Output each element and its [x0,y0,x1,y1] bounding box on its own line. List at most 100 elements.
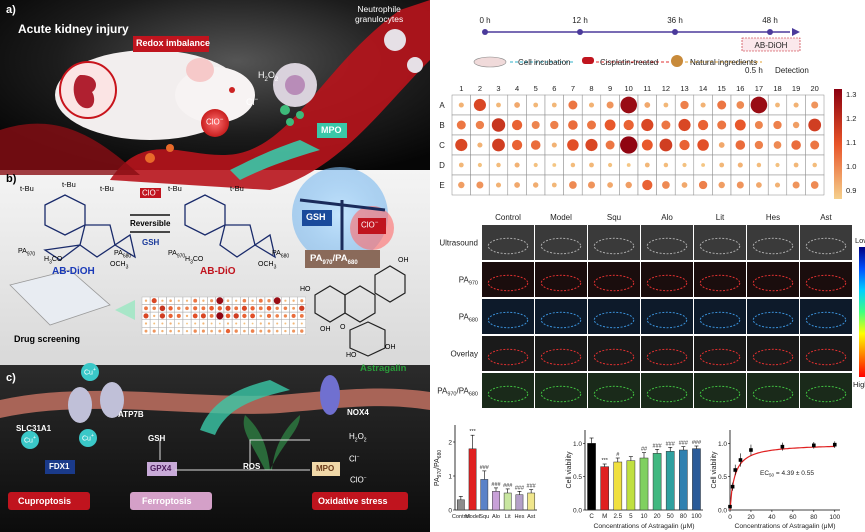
mini-heatmap-dot [243,322,246,325]
imaging-tile [482,225,534,260]
imaging-tile [482,299,534,334]
heatmap-dot [750,96,768,114]
imaging-roi-outline [805,237,847,255]
fdx1-box [45,460,75,474]
imaging-roi-outline [646,237,688,255]
heatmap-dot [620,96,638,114]
imaging-tile [694,373,746,408]
heatmap-dot [589,162,594,168]
colorbar-tick-label: 1.0 [846,162,856,171]
heatmap-dot [551,142,557,148]
mini-heatmap-dot [266,306,272,311]
heatmap-col-label: 7 [571,84,575,93]
mini-heatmap-dot [242,313,247,319]
heatmap-col-label: 10 [625,84,633,93]
chart-x-tick-label: C [589,513,594,520]
mini-heatmap-dot [144,329,148,333]
mini-heatmap-dot [169,329,172,333]
imaging-roi-outline [646,274,688,292]
ros-label: ROS [243,462,261,471]
mini-heatmap-dot [225,328,231,334]
probe-label: AB-DiOH [755,41,788,50]
heatmap-dot [458,181,465,189]
imaging-row-label: PA970/PA680 [437,387,478,398]
cu-ion-icon [79,429,97,447]
oxidative-badge-bg [312,492,408,510]
pa970-label: PA970 [168,250,186,260]
heatmap-col-label: 1 [459,84,463,93]
mpo-label-a: MPO [321,125,342,135]
mini-heatmap-dot [218,329,222,333]
heatmap-dot [663,162,669,168]
heatmap-dot [552,163,557,167]
timeline-time-label: 48 h [762,16,778,25]
heatmap-dot [476,181,484,189]
heatmap-dot [773,141,782,149]
mini-heatmap-dot [169,299,172,302]
oxidative-badge: Oxidative stress [318,496,388,506]
heatmap-dot [792,181,800,189]
heatmap-dot [718,142,725,148]
chart-significance-label: ### [692,440,702,446]
slc31a1-transporter [68,387,92,423]
mini-heatmap-dot [201,329,205,333]
mini-heatmap-dot [226,299,230,302]
heatmap-dot [514,102,520,108]
chart-y-tick-label: 1 [448,474,452,481]
heatmap-dot [810,181,819,189]
drug-screening-label: Drug screening [14,334,81,344]
heatmap-col-label: 14 [699,84,707,93]
mini-heatmap-dot [300,329,304,333]
mini-heatmap-dot [217,306,222,311]
imaging-tile [694,225,746,260]
gsh-weight [302,210,332,226]
heatmap-dot [756,182,762,188]
heatmap-dot [717,100,727,110]
screening-arrow [115,300,135,320]
imaging-tile [535,262,587,297]
timeline-tick [672,29,678,35]
probe-badge [741,37,801,52]
imaging-roi-outline [699,274,741,292]
mini-heatmap-dot [216,312,224,320]
chart-x-tick-label: 60 [789,514,797,521]
timeline-time-label: 12 h [572,16,588,25]
mini-heatmap-dot [284,322,287,325]
reversible-label: Reversible [130,219,171,228]
heatmap-col-label: 16 [736,84,744,93]
astragalin-molecule [314,265,406,357]
heatmap-dot [533,162,538,168]
mini-heatmap-dot [169,322,172,325]
cl-label-c: Cl− [349,454,360,464]
cuproptosis-badge-bg [8,492,90,510]
chart-x-tick-label: Alo [492,514,500,520]
ab-dio-molecule [184,194,276,259]
chart-significance-label: ### [679,441,689,447]
heatmap-row-label: E [439,181,444,190]
imaging-group-label: Ast [820,213,832,222]
mini-heatmap-dot [216,297,224,305]
cu-ion-icon [81,363,99,381]
oh-label: OH [320,326,331,333]
chart-data-point [749,448,753,452]
step-label-cisplatin: Cisplatin-treated [600,58,658,67]
imaging-tile [641,373,693,408]
imaging-roi-outline [805,385,847,403]
imaging-roi-outline [699,311,741,329]
imaging-roi-outline [752,348,794,366]
chart-significance-label: ### [480,465,490,471]
timeline-time-label: 36 h [667,16,683,25]
heatmap-row-label: D [439,161,445,170]
clo-label-b: ClO− [140,188,162,198]
mini-heatmap-dot [251,299,254,302]
chart-y-tick-label: 1.0 [573,441,582,448]
heatmap-dot [458,162,464,168]
teal-arrow-swoosh [200,380,290,435]
heatmap-col-label: 17 [755,84,763,93]
imaging-tile [747,299,799,334]
half-hour-label: 0.5 h [745,66,763,75]
imaging-roi-outline [646,348,688,366]
tbu-label: t-Bu [100,184,114,193]
ferroptosis-badge-bg [130,492,212,510]
gsh-weight-label: GSH [306,212,326,222]
